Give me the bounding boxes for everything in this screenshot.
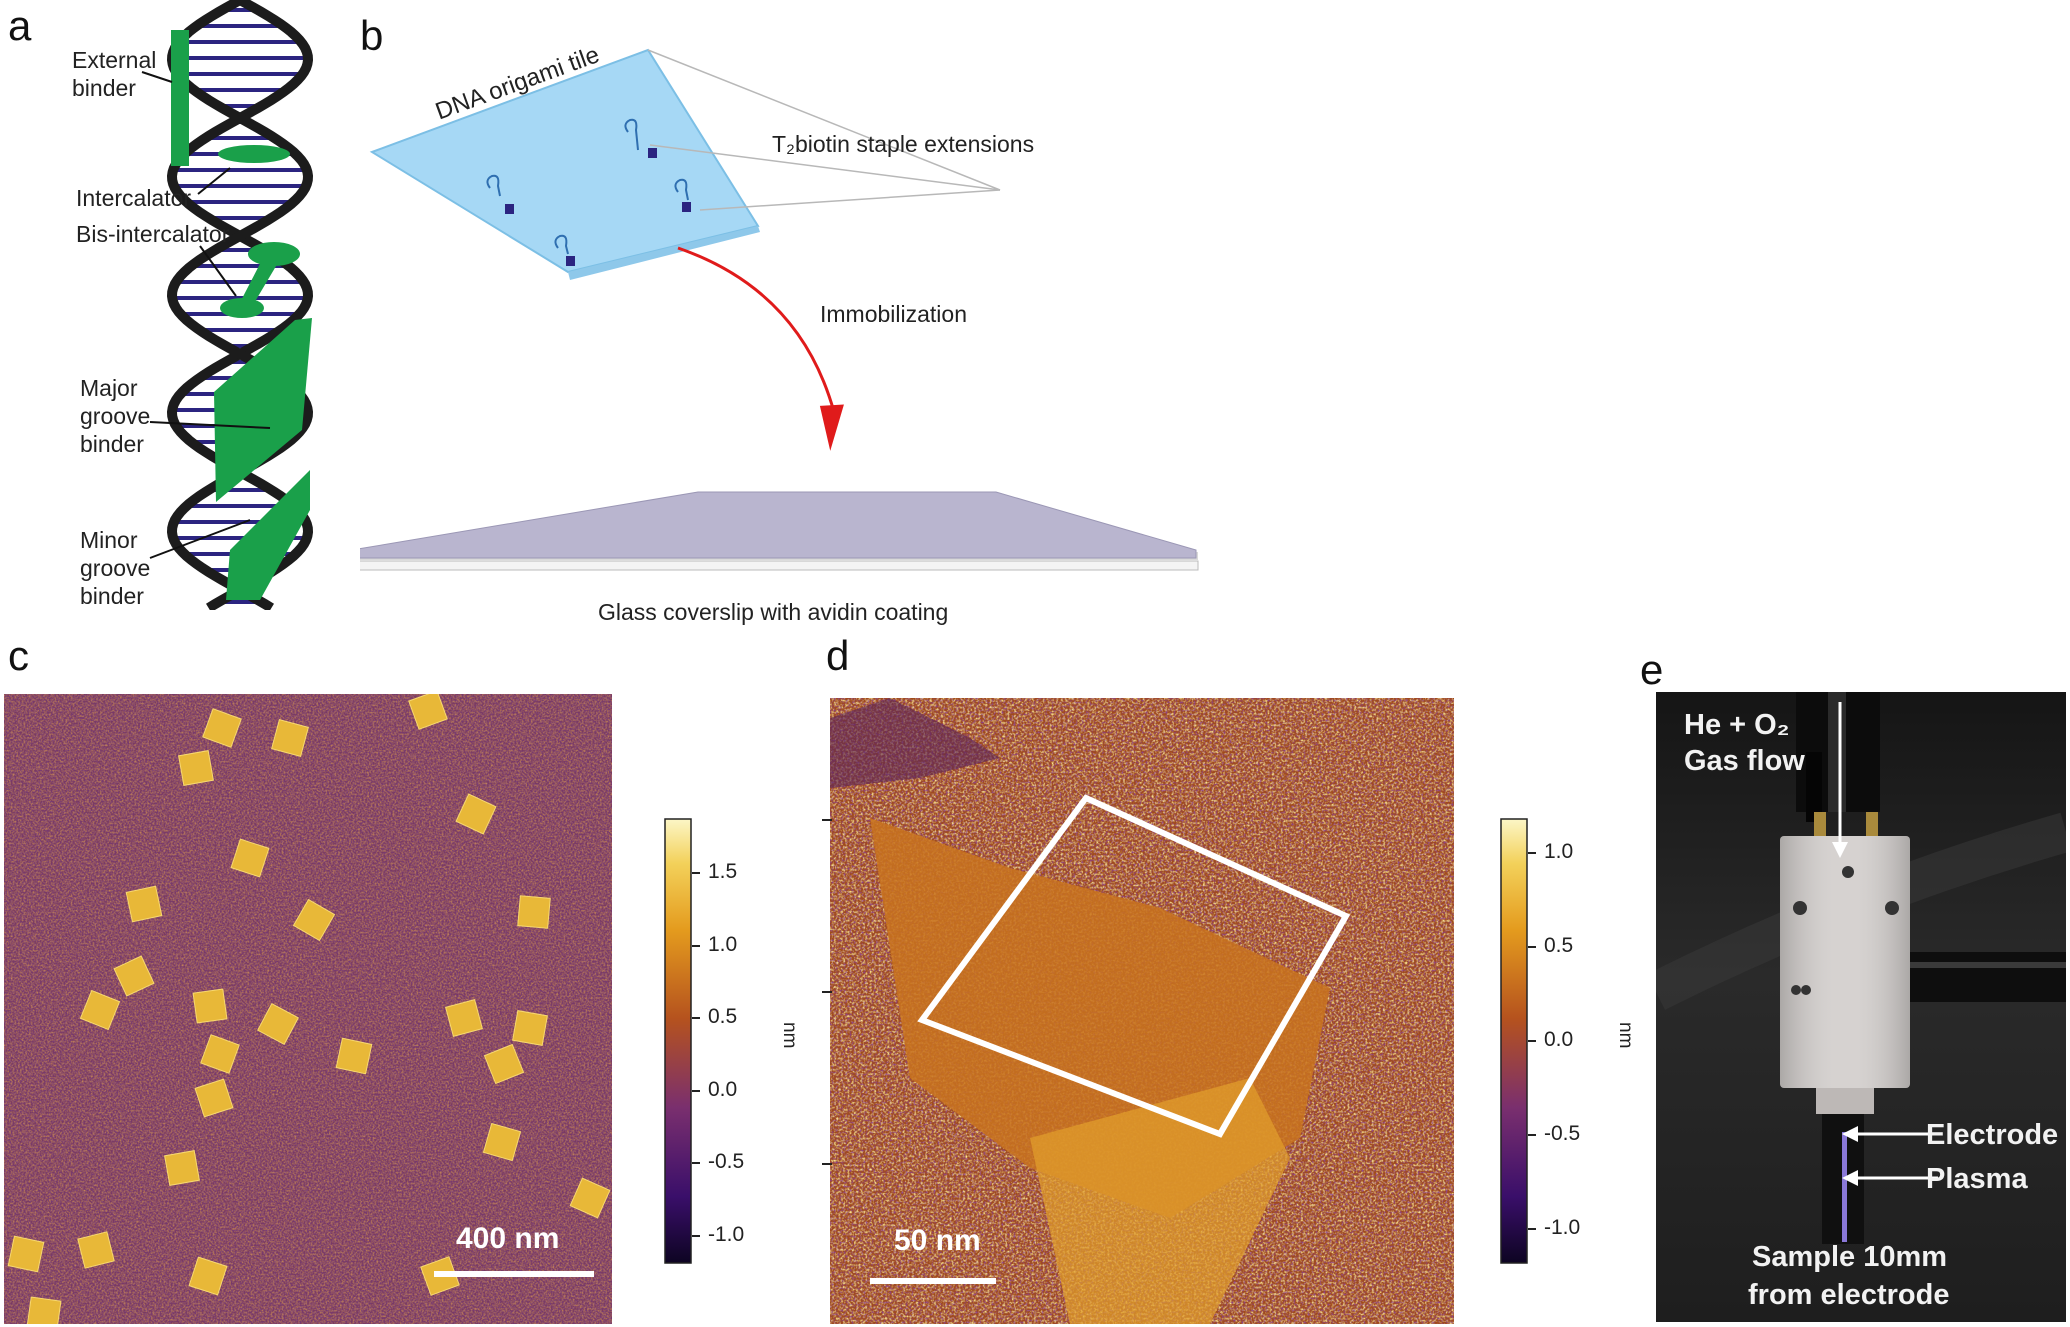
label-gas-composition: He + O₂ <box>1684 709 1790 741</box>
origami-tile <box>200 1034 240 1074</box>
colorbar-tick-label: 1.0 <box>1544 840 1574 863</box>
colorbar-tick-label: 1.5 <box>708 860 738 883</box>
origami-tile <box>271 719 309 757</box>
panel-letter-d: d <box>826 632 850 679</box>
colorbar-tick-mark <box>692 1162 700 1164</box>
origami-tile <box>79 989 121 1031</box>
label-gas-flow: Gas flow <box>1684 745 1805 777</box>
roi-square-d <box>917 794 1351 1138</box>
scalebar-label-d: 50 nm <box>894 1224 981 1257</box>
colorbar-tick-mark <box>1528 1134 1536 1136</box>
label-bis-intercalator: Bis-intercalator <box>76 221 230 247</box>
label-electrode: Electrode <box>1926 1119 2059 1151</box>
origami-tile <box>188 1256 228 1296</box>
label-staple-extensions: T₂biotin staple extensions <box>772 131 1035 157</box>
label-major-groove-binder: Major groove binder <box>80 375 151 457</box>
external-binder-shape <box>171 30 189 166</box>
origami-tile <box>335 1037 373 1075</box>
colorbar-tick-label: 0.5 <box>708 1005 738 1028</box>
panel-a-leader-lines <box>141 71 271 559</box>
origami-tile <box>125 885 163 923</box>
origami-tile <box>257 1003 299 1045</box>
label-plasma: Plasma <box>1926 1163 2028 1195</box>
origami-tile <box>512 1010 548 1046</box>
colorbar-tick-mark <box>692 872 700 874</box>
origami-tile <box>113 955 155 997</box>
colorbar-tick-mark <box>692 1017 700 1019</box>
scalebar-label-c: 400 nm <box>456 1222 560 1255</box>
origami-tile <box>455 793 497 835</box>
colorbar-c-unit: nm <box>779 1022 800 1049</box>
label-external-binder: External binder <box>72 47 157 101</box>
panel-letter-a: a <box>8 2 32 49</box>
afm-image-c: 400 nm <box>4 694 612 1324</box>
colorbar-c <box>664 818 692 1264</box>
origami-tile <box>194 1078 234 1118</box>
colorbar-d-unit: nm <box>1615 1022 1636 1049</box>
origami-tile <box>292 898 336 942</box>
origami-tile <box>202 708 242 748</box>
colorbar-tick-label: -1.0 <box>708 1222 745 1246</box>
axis-ticks-d <box>822 819 832 1165</box>
colorbar-tick-mark <box>692 1234 700 1237</box>
origami-tile <box>569 1177 611 1219</box>
colorbar-tick-label: 0.5 <box>1544 934 1574 957</box>
label-sample-distance-2: from electrode <box>1748 1279 1950 1311</box>
afm-image-d: 50 nm <box>830 698 1454 1324</box>
colorbar-tick-label: 1.0 <box>708 932 738 956</box>
colorbar-tick-label: -0.5 <box>1544 1122 1581 1145</box>
label-sample-distance-1: Sample 10mm <box>1752 1241 1948 1273</box>
origami-tile <box>517 895 551 929</box>
origami-tile <box>164 1150 200 1186</box>
label-intercalator: Intercalator <box>76 185 192 211</box>
origami-tile <box>7 1235 45 1273</box>
origami-schematic <box>360 48 1199 571</box>
colorbar-tick-mark <box>692 1089 700 1092</box>
label-minor-groove-binder: Minor groove binder <box>80 527 151 609</box>
colorbar-tick-label: 0.0 <box>708 1077 738 1101</box>
origami-tile <box>445 999 483 1037</box>
label-glass-coverslip: Glass coverslip with avidin coating <box>598 599 949 625</box>
panel-letter-c: c <box>8 632 29 679</box>
colorbar-tick-mark <box>1528 1228 1536 1230</box>
colorbar-tick-mark <box>1528 1040 1536 1042</box>
origami-tile <box>230 838 270 878</box>
colorbar-tick-mark <box>1528 852 1536 854</box>
panel-letter-b: b <box>360 12 384 59</box>
colorbar-d <box>1500 818 1528 1264</box>
origami-tile <box>483 1043 525 1085</box>
origami-tile <box>77 1231 115 1269</box>
origami-tile <box>408 694 448 730</box>
colorbar-tick-label: 0.0 <box>1544 1028 1574 1051</box>
origami-tile <box>482 1122 522 1162</box>
colorbar-tick-mark <box>1528 946 1536 948</box>
panel-letter-e: e <box>1640 646 1664 693</box>
plasma-jet-photo: He + O₂ Gas flow Electrode Plasma Sample… <box>1656 692 2066 1322</box>
colorbar-tick-label: -0.5 <box>708 1150 745 1173</box>
colorbar-tick-mark <box>692 944 700 947</box>
binder-shapes <box>214 145 312 600</box>
origami-tile <box>178 750 214 786</box>
origami-tile <box>26 1296 62 1324</box>
origami-tile <box>192 988 228 1024</box>
label-immobilization: Immobilization <box>820 301 967 327</box>
colorbar-tick-label: -1.0 <box>1544 1216 1581 1239</box>
